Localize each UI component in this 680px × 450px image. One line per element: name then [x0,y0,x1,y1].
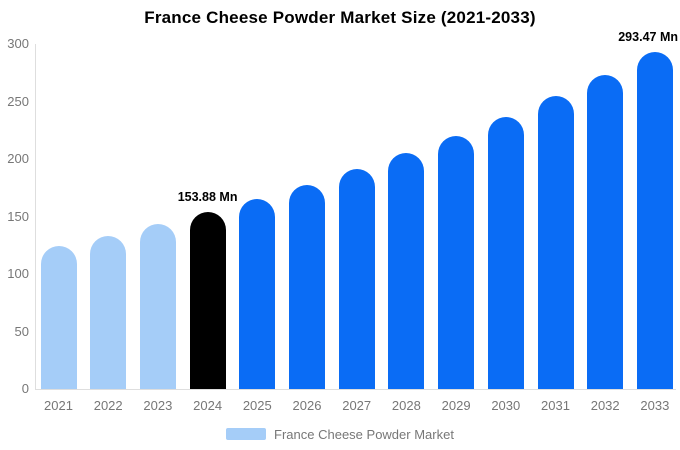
bar-value-label: 293.47 Mn [618,29,678,44]
bar-2026[interactable] [289,184,325,389]
x-axis-line [35,389,676,390]
bar-2032[interactable] [587,74,624,389]
y-axis-tick-label: 50 [14,323,29,339]
y-axis-tick-label: 250 [7,93,29,109]
x-axis-tick-label: 2023 [143,398,173,413]
x-axis-tick-label: 2024 [193,398,223,413]
x-axis-tick-label: 2031 [541,398,570,413]
y-axis-tick-label: 200 [7,151,29,166]
bar-2033[interactable] [636,51,673,389]
bar-2029[interactable] [438,135,475,389]
y-axis-tick-label: 150 [7,208,29,224]
bar-2022[interactable] [90,235,127,389]
bar-2031[interactable] [537,96,574,389]
legend-item[interactable]: France Cheese Powder Market [0,425,680,443]
y-axis-tick-label: 100 [7,266,29,281]
bar-2024[interactable] [189,212,226,389]
chart-title: France Cheese Powder Market Size (2021-2… [144,8,536,27]
x-axis-tick-label: 2021 [44,398,73,413]
bar-2025[interactable] [239,198,276,389]
bar-2021[interactable] [40,246,77,389]
x-axis-tick-label: 2030 [491,398,521,413]
legend-swatch [226,428,267,440]
bar-2030[interactable] [487,116,524,389]
x-axis-tick-label: 2033 [640,398,670,413]
y-axis-tick-label: 300 [7,36,29,51]
x-axis-tick-label: 2032 [590,398,620,413]
x-axis-tick-label: 2029 [441,398,471,413]
x-axis-tick-label: 2022 [93,398,123,413]
y-axis-tick-label: 0 [21,381,29,396]
legend-label: France Cheese Powder Market [274,426,454,442]
x-axis-tick-label: 2028 [391,398,421,413]
x-axis-tick-label: 2026 [292,398,322,413]
bar-2027[interactable] [338,169,375,389]
bar-2023[interactable] [139,224,176,389]
x-axis-tick-label: 2027 [342,398,372,413]
y-axis-line [35,44,36,390]
x-axis-tick-label: 2025 [242,398,272,413]
bar-2028[interactable] [388,153,425,389]
bar-value-label: 153.88 Mn [177,190,238,205]
